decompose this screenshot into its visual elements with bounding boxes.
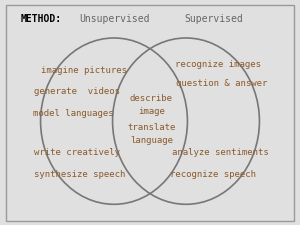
Text: translate: translate [127,123,176,132]
Text: recognize speech: recognize speech [170,170,256,179]
Text: imagine pictures: imagine pictures [41,66,127,75]
Text: model languages: model languages [33,109,114,118]
Text: image: image [138,107,165,116]
Text: Supervised: Supervised [184,14,243,24]
Text: METHOD:: METHOD: [20,14,62,24]
Text: Unsupervised: Unsupervised [79,14,149,24]
Text: analyze sentiments: analyze sentiments [172,148,269,157]
Text: language: language [130,136,173,145]
Text: question & answer: question & answer [176,79,268,88]
Text: recognize images: recognize images [175,61,261,70]
Text: generate  videos: generate videos [34,88,120,97]
Text: write creatively: write creatively [34,148,120,157]
Text: synthesize speech: synthesize speech [34,170,125,179]
Text: describe: describe [130,94,173,103]
